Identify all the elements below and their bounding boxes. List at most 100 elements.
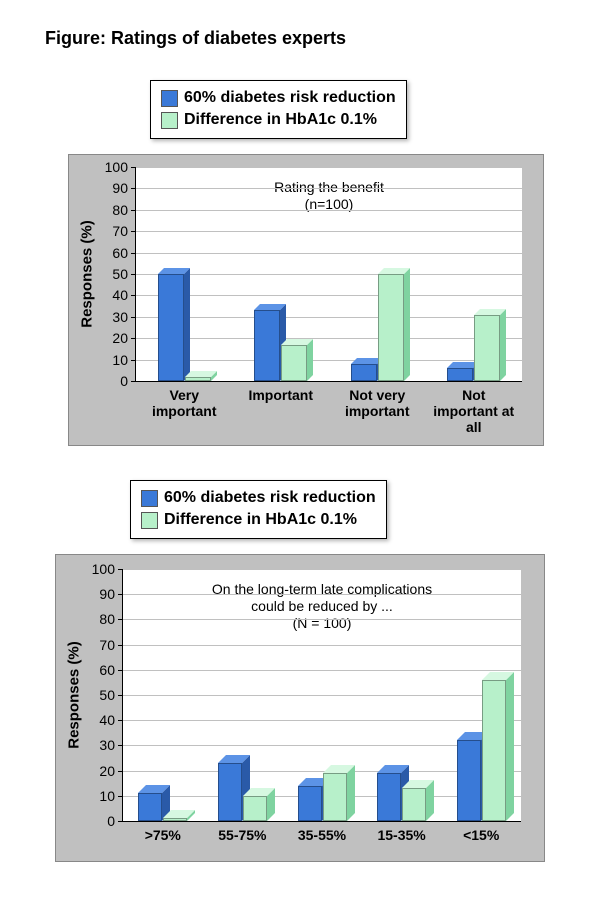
legend-item-2: Difference in HbA1c 0.1% bbox=[161, 109, 396, 131]
gridline bbox=[123, 594, 521, 595]
gridline bbox=[136, 167, 522, 168]
legend-chart1: 60% diabetes risk reduction Difference i… bbox=[150, 80, 407, 139]
gridline bbox=[123, 720, 521, 721]
chart-2-annotation: On the long-term late complications coul… bbox=[143, 581, 501, 631]
ytick-mark bbox=[131, 360, 136, 361]
legend-chart2: 60% diabetes risk reduction Difference i… bbox=[130, 480, 387, 539]
gridline bbox=[136, 188, 522, 189]
bar-series2 bbox=[243, 796, 267, 821]
xtick-label: <15% bbox=[436, 821, 526, 843]
gridline bbox=[123, 569, 521, 570]
bar-series2-top bbox=[163, 810, 195, 818]
ytick-mark bbox=[118, 695, 123, 696]
chart-2: On the long-term late complications coul… bbox=[55, 554, 545, 862]
chart-1-ylabel: Responses (%) bbox=[79, 220, 96, 328]
legend-swatch-2 bbox=[141, 512, 158, 529]
legend-swatch-1 bbox=[141, 490, 158, 507]
gridline bbox=[136, 295, 522, 296]
ytick-mark bbox=[131, 295, 136, 296]
annot-line: could be reduced by ... bbox=[143, 598, 501, 615]
legend-label-2: Difference in HbA1c 0.1% bbox=[184, 109, 377, 131]
gridline bbox=[136, 317, 522, 318]
bar-series1 bbox=[298, 786, 322, 821]
bar-series2-top bbox=[185, 371, 217, 377]
gridline bbox=[136, 231, 522, 232]
chart-1-annotation: Rating the benefit (n=100) bbox=[155, 179, 502, 213]
gridline bbox=[123, 695, 521, 696]
ytick-label: 90 bbox=[88, 180, 136, 196]
ytick-mark bbox=[118, 645, 123, 646]
gridline bbox=[136, 253, 522, 254]
legend-label-2: Difference in HbA1c 0.1% bbox=[164, 509, 357, 531]
bar-series1 bbox=[138, 793, 162, 821]
bar-series2-side bbox=[347, 765, 355, 821]
chart-1: Rating the benefit (n=100) 0102030405060… bbox=[68, 154, 544, 446]
annot-line: Rating the benefit bbox=[155, 179, 502, 196]
bar-series2 bbox=[474, 315, 500, 381]
bar-series2-side bbox=[500, 309, 506, 381]
legend-item-1: 60% diabetes risk reduction bbox=[141, 487, 376, 509]
bar-series1-side bbox=[184, 268, 190, 381]
gridline bbox=[136, 274, 522, 275]
xtick-label: >75% bbox=[118, 821, 208, 843]
figure-title: Figure: Ratings of diabetes experts bbox=[45, 28, 346, 49]
ytick-mark bbox=[118, 670, 123, 671]
xtick-label: Not veryimportant bbox=[324, 381, 431, 419]
ytick-label: 100 bbox=[88, 159, 136, 175]
gridline bbox=[136, 360, 522, 361]
chart-2-plot: On the long-term late complications coul… bbox=[122, 569, 521, 822]
ytick-mark bbox=[118, 720, 123, 721]
ytick-mark bbox=[131, 210, 136, 211]
ytick-mark bbox=[131, 188, 136, 189]
ytick-mark bbox=[118, 771, 123, 772]
ytick-label: 100 bbox=[75, 561, 123, 577]
ytick-mark bbox=[131, 167, 136, 168]
ytick-mark bbox=[131, 274, 136, 275]
gridline bbox=[136, 210, 522, 211]
ytick-mark bbox=[131, 253, 136, 254]
gridline bbox=[123, 670, 521, 671]
ytick-label: 80 bbox=[75, 611, 123, 627]
xtick-label: Notimportant atall bbox=[421, 381, 528, 435]
ytick-label: 20 bbox=[75, 763, 123, 779]
chart-1-plot: Rating the benefit (n=100) 0102030405060… bbox=[135, 167, 522, 382]
ytick-mark bbox=[131, 338, 136, 339]
legend-swatch-1 bbox=[161, 90, 178, 107]
legend-item-2: Difference in HbA1c 0.1% bbox=[141, 509, 376, 531]
xtick-label: Veryimportant bbox=[131, 381, 238, 419]
ytick-label: 80 bbox=[88, 202, 136, 218]
ytick-mark bbox=[118, 569, 123, 570]
ytick-mark bbox=[118, 745, 123, 746]
xtick-label: Important bbox=[228, 381, 335, 403]
bar-series2 bbox=[482, 680, 506, 821]
ytick-mark bbox=[131, 231, 136, 232]
bar-series2 bbox=[281, 345, 307, 381]
gridline bbox=[123, 619, 521, 620]
ytick-label: 0 bbox=[88, 373, 136, 389]
ytick-label: 10 bbox=[75, 788, 123, 804]
annot-line: On the long-term late complications bbox=[143, 581, 501, 598]
legend-label-1: 60% diabetes risk reduction bbox=[164, 487, 376, 509]
ytick-mark bbox=[131, 317, 136, 318]
bar-series1 bbox=[447, 368, 473, 381]
ytick-mark bbox=[118, 594, 123, 595]
bar-series1 bbox=[218, 763, 242, 821]
legend-swatch-2 bbox=[161, 112, 178, 129]
ytick-label: 20 bbox=[88, 330, 136, 346]
legend-label-1: 60% diabetes risk reduction bbox=[184, 87, 396, 109]
xtick-label: 55-75% bbox=[198, 821, 288, 843]
ytick-label: 0 bbox=[75, 813, 123, 829]
bar-series1 bbox=[158, 274, 184, 381]
bar-series1 bbox=[254, 310, 280, 381]
bar-series1 bbox=[351, 364, 377, 381]
annot-line: (N = 100) bbox=[143, 615, 501, 632]
chart-2-ylabel: Responses (%) bbox=[66, 641, 83, 749]
bar-series1 bbox=[377, 773, 401, 821]
xtick-label: 35-55% bbox=[277, 821, 367, 843]
bar-series1 bbox=[457, 740, 481, 821]
bar-series2 bbox=[323, 773, 347, 821]
bar-series2-side bbox=[404, 268, 410, 381]
gridline bbox=[136, 338, 522, 339]
bar-series2-side bbox=[506, 672, 514, 821]
bar-series2-side bbox=[307, 339, 313, 381]
